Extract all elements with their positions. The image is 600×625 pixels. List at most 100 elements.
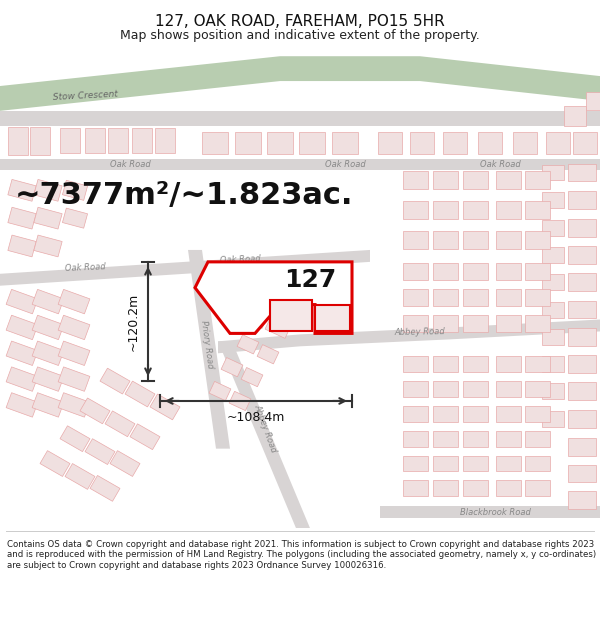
Polygon shape: [433, 171, 458, 189]
Text: Oak Road: Oak Road: [220, 254, 260, 265]
Polygon shape: [209, 381, 231, 401]
Polygon shape: [433, 356, 458, 372]
Text: Oak Road: Oak Road: [64, 262, 106, 273]
Polygon shape: [8, 127, 28, 154]
Polygon shape: [403, 315, 427, 332]
Polygon shape: [267, 132, 293, 154]
Polygon shape: [0, 56, 600, 111]
Polygon shape: [403, 171, 427, 189]
Text: Oak Road: Oak Road: [110, 160, 151, 169]
Polygon shape: [155, 128, 175, 153]
Polygon shape: [496, 171, 521, 189]
Polygon shape: [433, 231, 458, 249]
Polygon shape: [433, 456, 458, 471]
Text: ~7377m²/~1.823ac.: ~7377m²/~1.823ac.: [15, 181, 353, 210]
Polygon shape: [433, 381, 458, 397]
Polygon shape: [32, 315, 64, 339]
Polygon shape: [524, 456, 550, 471]
Polygon shape: [32, 392, 64, 417]
Polygon shape: [403, 456, 427, 471]
Polygon shape: [218, 341, 310, 528]
Polygon shape: [542, 220, 564, 236]
Polygon shape: [524, 406, 550, 422]
Polygon shape: [542, 247, 564, 263]
Polygon shape: [6, 392, 38, 417]
Polygon shape: [433, 431, 458, 447]
Polygon shape: [463, 231, 487, 249]
Polygon shape: [80, 398, 110, 424]
Polygon shape: [105, 411, 135, 437]
Polygon shape: [463, 201, 487, 219]
Polygon shape: [237, 335, 259, 354]
Polygon shape: [58, 367, 90, 391]
Polygon shape: [496, 356, 521, 372]
Polygon shape: [568, 301, 596, 319]
Polygon shape: [496, 289, 521, 306]
Polygon shape: [568, 491, 596, 509]
Polygon shape: [202, 132, 228, 154]
Polygon shape: [463, 406, 487, 422]
Polygon shape: [542, 192, 564, 208]
Polygon shape: [410, 132, 434, 154]
Polygon shape: [463, 315, 487, 332]
Polygon shape: [65, 464, 95, 489]
Polygon shape: [564, 106, 586, 126]
Polygon shape: [6, 341, 38, 366]
Polygon shape: [403, 201, 427, 219]
Text: Oak Road: Oak Road: [325, 160, 365, 169]
Polygon shape: [8, 208, 36, 229]
Polygon shape: [110, 451, 140, 476]
Polygon shape: [524, 315, 550, 332]
Polygon shape: [496, 263, 521, 280]
Polygon shape: [403, 289, 427, 306]
Polygon shape: [378, 132, 402, 154]
Polygon shape: [403, 431, 427, 447]
Polygon shape: [524, 263, 550, 280]
Polygon shape: [542, 274, 564, 290]
Polygon shape: [542, 302, 564, 318]
Text: Abbey Road: Abbey Road: [395, 328, 445, 338]
Polygon shape: [524, 171, 550, 189]
Polygon shape: [32, 289, 64, 314]
Polygon shape: [332, 132, 358, 154]
Polygon shape: [524, 381, 550, 397]
Polygon shape: [132, 128, 152, 153]
Text: Abbey Road: Abbey Road: [252, 403, 278, 454]
Polygon shape: [568, 219, 596, 237]
Polygon shape: [218, 319, 600, 353]
Polygon shape: [255, 291, 281, 312]
Polygon shape: [568, 410, 596, 428]
Polygon shape: [58, 289, 90, 314]
Polygon shape: [0, 250, 370, 286]
Polygon shape: [108, 128, 128, 153]
Polygon shape: [241, 368, 263, 387]
Polygon shape: [85, 439, 115, 464]
Polygon shape: [90, 476, 120, 501]
Text: Map shows position and indicative extent of the property.: Map shows position and indicative extent…: [120, 29, 480, 42]
Polygon shape: [542, 164, 564, 181]
Polygon shape: [8, 179, 36, 201]
Polygon shape: [403, 381, 427, 397]
Polygon shape: [8, 235, 36, 257]
Polygon shape: [496, 406, 521, 422]
Text: Priory Road: Priory Road: [199, 319, 215, 369]
Polygon shape: [586, 92, 600, 110]
Polygon shape: [463, 263, 487, 280]
Polygon shape: [58, 392, 90, 417]
Polygon shape: [546, 132, 570, 154]
Polygon shape: [496, 481, 521, 496]
Polygon shape: [34, 179, 62, 201]
Polygon shape: [496, 231, 521, 249]
Polygon shape: [32, 367, 64, 391]
Polygon shape: [478, 132, 502, 154]
Polygon shape: [524, 289, 550, 306]
Polygon shape: [195, 262, 352, 333]
Polygon shape: [433, 201, 458, 219]
Polygon shape: [85, 128, 105, 153]
Polygon shape: [257, 344, 279, 364]
Polygon shape: [463, 431, 487, 447]
Polygon shape: [315, 304, 350, 331]
Polygon shape: [568, 464, 596, 482]
Polygon shape: [6, 289, 38, 314]
Polygon shape: [524, 356, 550, 372]
